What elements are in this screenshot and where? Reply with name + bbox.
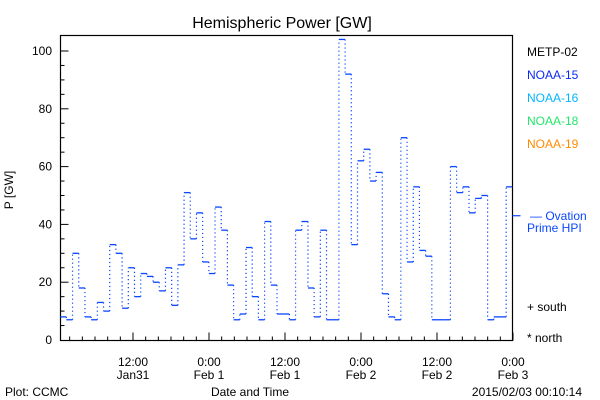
legend-item-noaa-16: NOAA-16 [527, 91, 579, 105]
x-tick-label: 0:00 [349, 355, 373, 369]
x-tick-label: 12:00 [118, 355, 148, 369]
x-tick-label: 12:00 [422, 355, 452, 369]
x-tick-date-label: Feb 3 [498, 368, 529, 382]
plot-timestamp: 2015/02/03 00:10:14 [472, 385, 582, 399]
y-tick-label: 80 [39, 102, 53, 116]
x-tick-label: 0:00 [197, 355, 221, 369]
plot-frame [59, 34, 514, 342]
legend-item-metp-02: METP-02 [527, 45, 578, 59]
north-marker-label: * north [527, 331, 562, 345]
y-axis-label: P [GW] [2, 171, 16, 209]
y-tick-label: 60 [39, 160, 53, 174]
ovation-label-2: Prime HPI [527, 221, 582, 235]
x-tick-label: 0:00 [501, 355, 525, 369]
ovation-label: — Ovation [530, 209, 587, 223]
x-tick-label: 12:00 [270, 355, 300, 369]
y-tick-label: 0 [45, 333, 52, 347]
legend-item-noaa-18: NOAA-18 [527, 114, 579, 128]
x-tick-date-label: Feb 2 [346, 368, 377, 382]
legend-item-noaa-19: NOAA-19 [527, 137, 579, 151]
x-axis-label: Date and Time [211, 385, 289, 399]
south-marker-label: + south [527, 300, 567, 314]
chart-title: Hemispheric Power [GW] [192, 15, 372, 32]
y-tick-label: 100 [32, 44, 52, 58]
plot-credit: Plot: CCMC [5, 385, 69, 399]
x-tick-date-label: Jan31 [117, 368, 150, 382]
y-tick-label: 20 [39, 275, 53, 289]
x-tick-date-label: Feb 2 [422, 368, 453, 382]
x-tick-date-label: Feb 1 [270, 368, 301, 382]
x-tick-date-label: Feb 1 [194, 368, 225, 382]
legend-item-noaa-15: NOAA-15 [527, 68, 579, 82]
y-tick-label: 40 [39, 217, 53, 231]
